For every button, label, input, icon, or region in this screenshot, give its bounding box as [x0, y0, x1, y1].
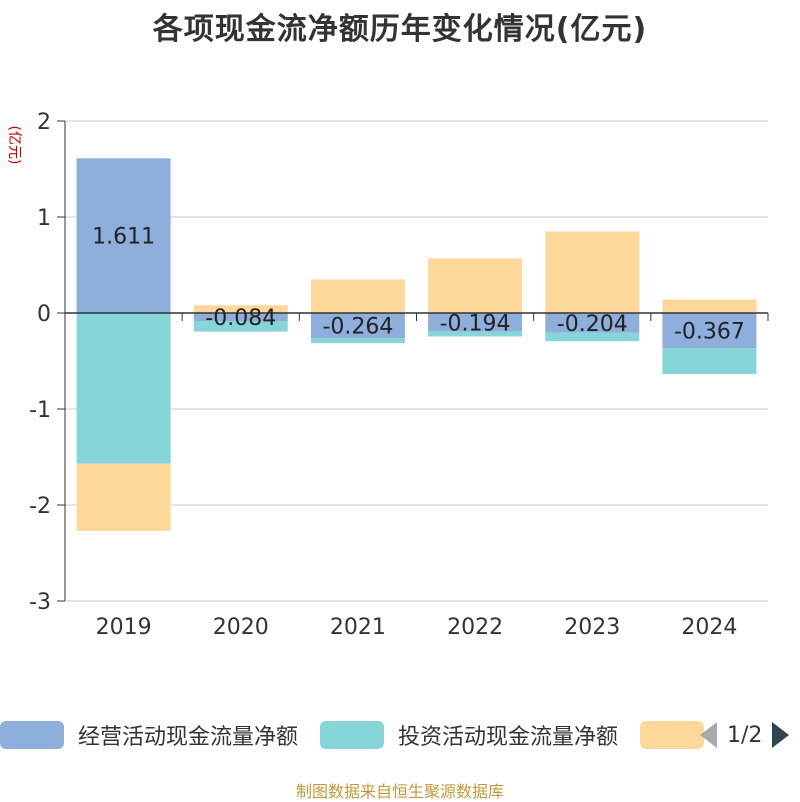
- y-tick-label: 1: [37, 206, 51, 231]
- legend-item-operating[interactable]: 经营活动现金流量净额: [0, 716, 298, 754]
- legend-swatch-investing: [320, 721, 384, 749]
- x-tick-label: 2020: [213, 615, 269, 640]
- x-tick-label: 2019: [96, 615, 152, 640]
- legend-label-investing: 投资活动现金流量净额: [398, 725, 619, 750]
- y-tick-label: 0: [37, 302, 51, 327]
- bar-series2-2020: [193, 305, 288, 313]
- x-tick-label: 2023: [564, 615, 620, 640]
- bar-series1-2020: [193, 321, 288, 332]
- next-page-icon[interactable]: [772, 722, 790, 748]
- x-tick-label: 2024: [681, 615, 737, 640]
- bar-series0-2019: [76, 158, 171, 313]
- prev-page-icon[interactable]: [700, 722, 717, 748]
- legend: 经营活动现金流量净额 投资活动现金流量净额: [0, 716, 800, 754]
- data-source-footer: 制图数据来自恒生聚源数据库: [295, 782, 504, 801]
- bar-series0-2022: [428, 313, 523, 332]
- bar-series2-2021: [310, 279, 405, 313]
- legend-page-indicator: 1/2: [727, 722, 763, 748]
- y-tick-label: 2: [37, 110, 51, 135]
- data-label: -0.264: [322, 315, 393, 340]
- x-tick-label: 2021: [330, 615, 386, 640]
- legend-swatch-financing: [640, 721, 704, 749]
- y-axis-unit-label: (亿元): [6, 126, 22, 165]
- bar-series0-2024: [662, 313, 757, 349]
- legend-swatch-operating: [0, 721, 64, 749]
- legend-item-investing[interactable]: 投资活动现金流量净额: [320, 716, 618, 754]
- bar-series2-2023: [545, 231, 640, 313]
- bar-series1-2023: [545, 332, 640, 342]
- legend-pager: 1/2: [700, 716, 790, 754]
- y-tick-label: -1: [29, 398, 51, 423]
- data-label: -0.367: [674, 320, 745, 345]
- bar-series1-2019: [76, 313, 171, 464]
- y-tick-label: -2: [29, 494, 51, 519]
- chart-title: 各项现金流净额历年变化情况(亿元): [152, 12, 648, 47]
- chart-plot: 2 1 0 -1 -2 -3 (亿元) 2019 2020 2021 2022 2023 2024 1.6…: [6, 110, 769, 640]
- bar-series2-2024: [662, 299, 757, 313]
- bar-series0-2021: [310, 313, 405, 339]
- bar-series1-2024: [662, 348, 757, 375]
- data-label: -0.084: [205, 306, 276, 331]
- y-tick-label: -3: [29, 590, 51, 615]
- bar-series1-2022: [428, 331, 523, 337]
- data-label: -0.204: [557, 312, 628, 337]
- bar-series1-2021: [310, 338, 405, 344]
- data-label: -0.194: [440, 311, 511, 336]
- legend-item-financing[interactable]: [640, 716, 704, 754]
- data-label: 1.611: [92, 225, 155, 250]
- bar-series0-2020: [193, 313, 288, 322]
- legend-label-operating: 经营活动现金流量净额: [78, 725, 299, 750]
- x-tick-label: 2022: [447, 615, 503, 640]
- bar-series2-2022: [428, 258, 523, 313]
- bar-series0-2023: [545, 313, 640, 333]
- bar-series2-2019: [76, 463, 171, 531]
